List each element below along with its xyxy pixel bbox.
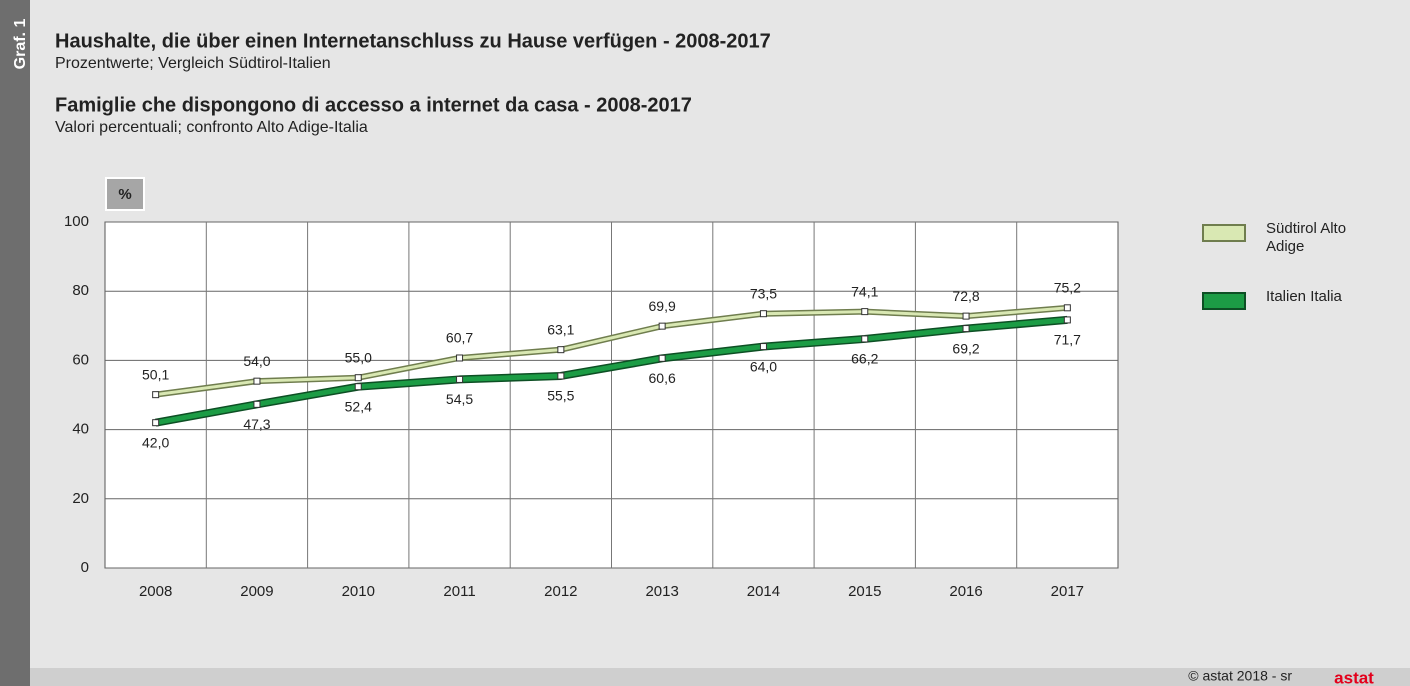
point: [354, 374, 362, 382]
x-tick-label: 2016: [949, 583, 982, 600]
x-tick-label: 2011: [443, 583, 475, 600]
x-tick-label: 2010: [342, 583, 375, 600]
legend-label: Südtirol Alto Adige: [1266, 220, 1347, 255]
chart-title: Haushalte, die über einen Internetanschl…: [55, 30, 771, 52]
legend-swatch: [1202, 292, 1246, 310]
point: [354, 383, 362, 391]
line: [155, 317, 1068, 426]
side-label: Graf. 1: [12, 19, 29, 70]
value-label: 66,2: [851, 351, 878, 367]
value-label: 42,0: [142, 434, 169, 450]
value-label: 69,9: [649, 298, 676, 314]
x-tick-label: 2014: [747, 583, 780, 600]
chart-subtitle-it: Valori percentuali; confronto Alto Adige…: [55, 119, 368, 136]
x-tick-label: 2017: [1051, 583, 1084, 600]
value-label: 47,3: [243, 416, 270, 432]
point: [557, 346, 565, 354]
point: [658, 322, 666, 330]
point: [861, 335, 869, 343]
value-label: 64,0: [750, 358, 777, 374]
value-label: 69,2: [952, 340, 979, 356]
point: [1063, 316, 1071, 324]
value-label: 63,1: [547, 321, 574, 337]
value-label: 52,4: [345, 398, 372, 414]
y-tick-label: 0: [81, 559, 89, 576]
point: [152, 391, 160, 399]
y-tick-label: 20: [72, 490, 89, 507]
legend-swatch: [1202, 224, 1246, 242]
value-label: 60,7: [446, 330, 473, 346]
copyright: © astat 2018 - sr: [1188, 668, 1292, 684]
point: [861, 308, 869, 316]
x-tick-label: 2008: [139, 583, 172, 600]
point: [962, 312, 970, 320]
x-tick-label: 2013: [645, 583, 678, 600]
unit-label: %: [118, 186, 131, 203]
point: [759, 343, 767, 351]
logo-text: astat: [1334, 668, 1374, 686]
x-tick-label: 2009: [240, 583, 273, 600]
x-tick-label: 2015: [848, 583, 881, 600]
value-label: 74,1: [851, 283, 878, 299]
value-label: 50,1: [142, 366, 169, 382]
point: [253, 377, 261, 385]
value-label: 73,5: [750, 285, 777, 301]
footer-band: [30, 668, 1410, 686]
y-tick-label: 40: [72, 421, 89, 438]
point: [1063, 304, 1071, 312]
legend-item: Italien Italia: [1202, 288, 1350, 310]
point: [658, 354, 666, 362]
point: [456, 375, 464, 383]
side-strip: [0, 0, 30, 686]
y-tick-label: 100: [64, 213, 89, 230]
value-label: 60,6: [649, 370, 676, 386]
point: [152, 419, 160, 427]
chart-title-it: Famiglie che dispongono di accesso a int…: [55, 94, 692, 116]
line: [155, 306, 1068, 397]
value-label: 54,5: [446, 391, 473, 407]
point: [759, 310, 767, 318]
y-tick-label: 80: [72, 282, 89, 299]
point: [456, 354, 464, 362]
point: [557, 372, 565, 380]
point: [962, 325, 970, 333]
value-label: 54,0: [243, 353, 270, 369]
value-label: 55,5: [547, 388, 574, 404]
y-tick-label: 60: [72, 351, 89, 368]
x-tick-label: 2012: [544, 583, 577, 600]
legend-item: Südtirol Alto Adige: [1202, 220, 1350, 256]
point: [253, 400, 261, 408]
value-label: 71,7: [1054, 332, 1081, 348]
value-label: 55,0: [345, 349, 372, 365]
value-label: 72,8: [952, 288, 979, 304]
chart-subtitle: Prozentwerte; Vergleich Südtirol-Italien: [55, 55, 331, 72]
unit-box: [105, 177, 145, 211]
value-label: 75,2: [1054, 280, 1081, 296]
legend-label: Italien Italia: [1266, 288, 1342, 305]
